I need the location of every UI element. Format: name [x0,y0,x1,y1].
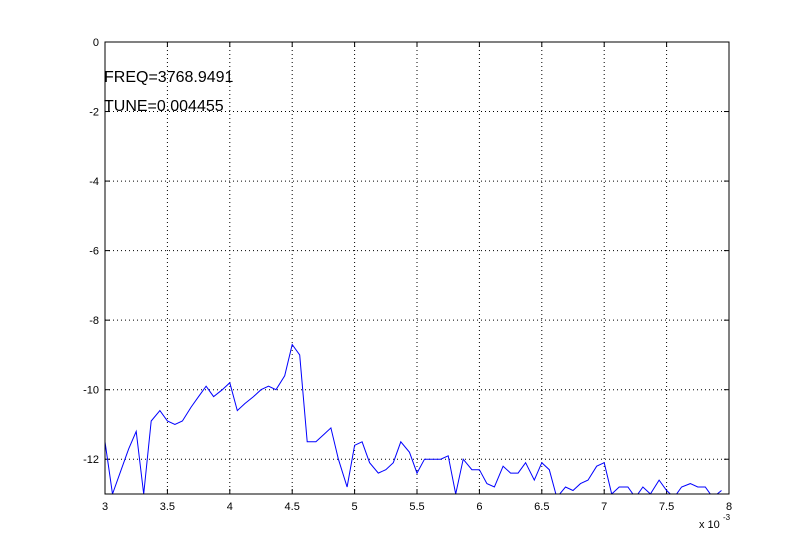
x-tick-label: 3 [102,501,108,513]
x-tick-label: 7.5 [659,501,674,513]
x-tick-label: 3.5 [160,501,175,513]
x-tick-label: 7 [601,501,607,513]
x-tick-label: 6.5 [534,501,549,513]
y-tick-label: -8 [89,315,99,327]
x-tick-labels: 3 3.5 4 4.5 5 5.5 6 6.5 7 7.5 8 [102,501,732,513]
x-tick-label: 6 [476,501,482,513]
freq-annotation: FREQ=3768.9491 [104,69,234,86]
plot-frame [104,41,730,495]
x-tick-label: 4 [227,501,233,513]
grid [105,42,729,494]
x-tick-label: 8 [726,501,732,513]
y-tick-label: -10 [83,385,99,397]
x-axis-multiplier: x 10 [699,519,720,531]
series-line [105,343,722,494]
y-tick-label: -4 [89,176,99,188]
x-axis-multiplier-exponent: -3 [723,513,731,522]
x-tick-label: 4.5 [285,501,300,513]
x-tick-label: 5.5 [409,501,424,513]
y-tick-label: -2 [89,107,99,119]
y-tick-label: 0 [93,37,99,49]
tune-annotation: TUNE=0.004455 [104,98,224,115]
y-tick-labels: 0 -2 -4 -6 -8 -10 -12 [83,37,99,466]
x-tick-label: 5 [352,501,358,513]
y-tick-label: -12 [83,454,99,466]
y-tick-label: -6 [89,246,99,258]
